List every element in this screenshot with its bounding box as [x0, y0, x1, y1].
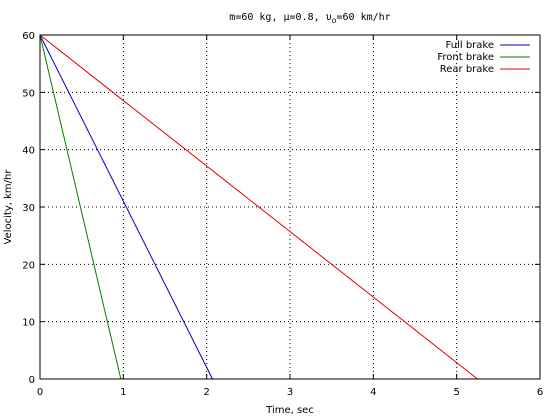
y-tick-label: 60 — [22, 31, 35, 42]
title-mu-symbol: μ — [283, 12, 289, 23]
x-tick-label: 2 — [203, 387, 209, 398]
x-tick-label: 6 — [537, 387, 543, 398]
title-prefix: m=60 kg, — [229, 12, 283, 23]
y-tick-label: 20 — [22, 260, 35, 271]
x-tick-label: 0 — [37, 387, 43, 398]
series-line-rear-brake — [39, 34, 478, 380]
x-tick-label: 1 — [120, 387, 126, 398]
x-tick-label: 4 — [370, 387, 376, 398]
y-tick-labels: 0 10 20 30 40 50 60 — [22, 31, 35, 386]
y-tick-label: 40 — [22, 146, 35, 157]
series-lines — [39, 34, 478, 380]
grid — [40, 35, 540, 379]
y-tick-label: 50 — [22, 88, 35, 99]
y-tick-label: 10 — [22, 318, 35, 329]
y-tick-label: 0 — [29, 375, 35, 386]
x-tick-label: 3 — [287, 387, 293, 398]
series-line-full-brake — [39, 34, 213, 380]
legend-label-front-brake: Front brake — [437, 52, 494, 63]
x-axis-label: Time, sec — [265, 405, 314, 416]
x-tick-label: 5 — [453, 387, 459, 398]
title-v-subscript: o — [332, 16, 337, 25]
legend-label-full-brake: Full brake — [446, 40, 494, 51]
title-v-symbol: υ — [326, 12, 332, 23]
chart-title: m=60 kg, μ=0.8, υo=60 km/hr — [229, 12, 390, 25]
series-line-front-brake — [39, 34, 122, 380]
y-axis-label: Velocity, km/hr — [3, 169, 14, 245]
legend-label-rear-brake: Rear brake — [440, 64, 494, 75]
x-tick-labels: 0 1 2 3 4 5 6 — [37, 387, 543, 398]
title-suffix: =60 km/hr — [337, 12, 391, 23]
title-mid: =0.8, — [290, 12, 326, 23]
y-tick-label: 30 — [22, 203, 35, 214]
axis-ticks — [39, 34, 541, 380]
